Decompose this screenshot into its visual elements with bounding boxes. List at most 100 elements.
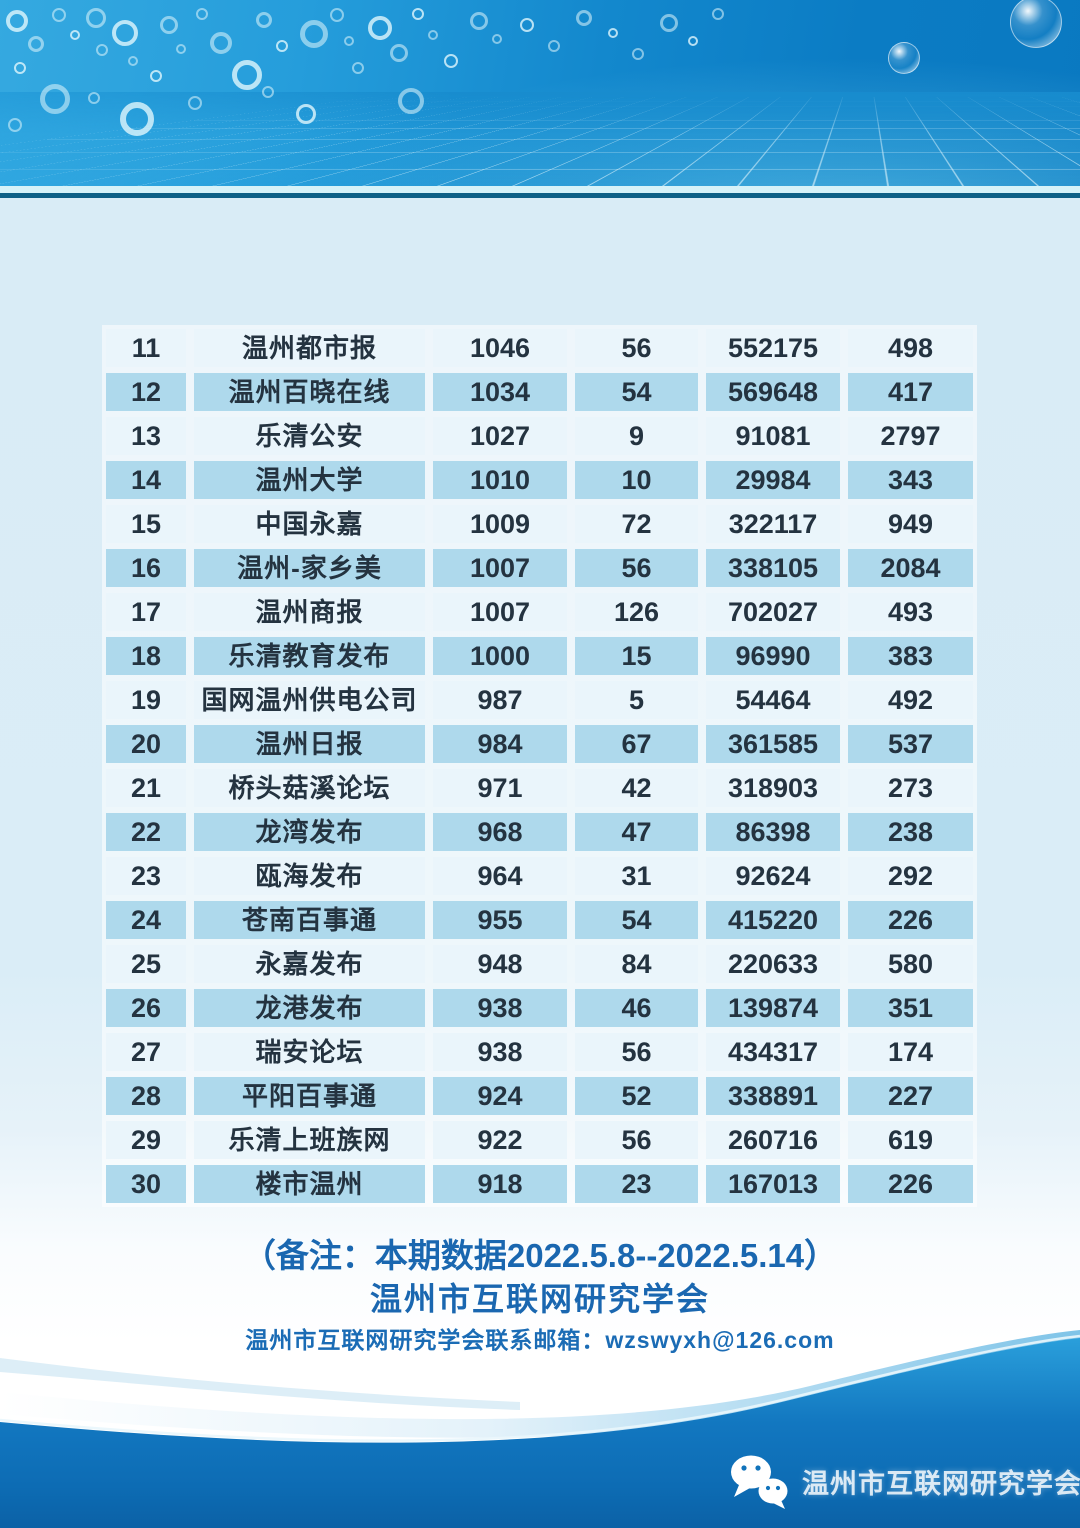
metric-cell: 1009 bbox=[433, 505, 567, 543]
header-separator-line bbox=[0, 193, 1080, 198]
perspective-grid-fade bbox=[0, 92, 1080, 186]
metric-cell: 415220 bbox=[706, 901, 840, 939]
bubble-ring-icon bbox=[712, 8, 724, 20]
bubble-ring-icon bbox=[492, 34, 502, 44]
metric-cell: 273 bbox=[848, 769, 973, 807]
metric-cell: 54 bbox=[575, 373, 698, 411]
notes-block: （备注：本期数据2022.5.8--2022.5.14） 温州市互联网研究学会 … bbox=[0, 1234, 1080, 1360]
metric-cell: 338891 bbox=[706, 1077, 840, 1115]
bubble-ring-icon bbox=[412, 8, 424, 20]
account-name-cell: 桥头菇溪论坛 bbox=[194, 769, 425, 807]
metric-cell: 52 bbox=[575, 1077, 698, 1115]
perspective-grid bbox=[0, 92, 1080, 186]
bubble-ring-icon bbox=[8, 118, 22, 132]
metric-cell: 56 bbox=[575, 329, 698, 367]
metric-cell: 67 bbox=[575, 725, 698, 763]
soap-bubble-icon bbox=[1010, 0, 1062, 48]
note-organization: 温州市互联网研究学会 bbox=[369, 1281, 710, 1317]
note-contact-email: 温州市互联网研究学会联系邮箱：wzswyxh@126.com bbox=[245, 1327, 835, 1353]
metric-cell: 2084 bbox=[848, 549, 973, 587]
bubble-ring-icon bbox=[120, 102, 154, 136]
bubble-ring-icon bbox=[428, 30, 438, 40]
footer-wave bbox=[0, 1330, 1080, 1528]
metric-cell: 91081 bbox=[706, 417, 840, 455]
metric-cell: 968 bbox=[433, 813, 567, 851]
bubble-ring-icon bbox=[470, 12, 488, 30]
metric-cell: 343 bbox=[848, 461, 973, 499]
metric-cell: 492 bbox=[848, 681, 973, 719]
bubble-ring-icon bbox=[232, 60, 262, 90]
bubble-ring-icon bbox=[112, 20, 138, 46]
header-banner bbox=[0, 0, 1080, 186]
bubble-ring-icon bbox=[28, 36, 44, 52]
metric-cell: 260716 bbox=[706, 1121, 840, 1159]
rank-cell: 15 bbox=[106, 505, 186, 543]
metric-cell: 1007 bbox=[433, 593, 567, 631]
bubble-ring-icon bbox=[608, 28, 618, 38]
metric-cell: 580 bbox=[848, 945, 973, 983]
bubble-ring-icon bbox=[196, 8, 208, 20]
bubble-ring-icon bbox=[86, 8, 106, 28]
rank-cell: 26 bbox=[106, 989, 186, 1027]
metric-cell: 984 bbox=[433, 725, 567, 763]
metric-cell: 56 bbox=[575, 1121, 698, 1159]
bubble-ring-icon bbox=[688, 36, 698, 46]
bubble-ring-icon bbox=[188, 96, 202, 110]
rank-cell: 28 bbox=[106, 1077, 186, 1115]
bubble-ring-icon bbox=[660, 14, 678, 32]
account-name-cell: 温州都市报 bbox=[194, 329, 425, 367]
bubble-ring-icon bbox=[330, 8, 344, 22]
metric-cell: 434317 bbox=[706, 1033, 840, 1071]
metric-cell: 5 bbox=[575, 681, 698, 719]
metric-cell: 964 bbox=[433, 857, 567, 895]
metric-cell: 949 bbox=[848, 505, 973, 543]
bubble-ring-icon bbox=[632, 48, 644, 60]
bubble-ring-icon bbox=[256, 12, 272, 28]
metric-cell: 1000 bbox=[433, 637, 567, 675]
metric-cell: 72 bbox=[575, 505, 698, 543]
metric-cell: 1046 bbox=[433, 329, 567, 367]
metric-cell: 46 bbox=[575, 989, 698, 1027]
metric-cell: 292 bbox=[848, 857, 973, 895]
account-name-cell: 龙湾发布 bbox=[194, 813, 425, 851]
metric-cell: 493 bbox=[848, 593, 973, 631]
bubble-ring-icon bbox=[14, 62, 26, 74]
bubble-ring-icon bbox=[6, 10, 28, 32]
metric-cell: 1010 bbox=[433, 461, 567, 499]
metric-cell: 619 bbox=[848, 1121, 973, 1159]
bubble-ring-icon bbox=[548, 40, 560, 52]
rank-cell: 24 bbox=[106, 901, 186, 939]
metric-cell: 42 bbox=[575, 769, 698, 807]
header-separator-band bbox=[0, 186, 1080, 193]
rank-cell: 25 bbox=[106, 945, 186, 983]
metric-cell: 383 bbox=[848, 637, 973, 675]
rank-cell: 30 bbox=[106, 1165, 186, 1203]
bubble-ring-icon bbox=[40, 84, 70, 114]
account-name-cell: 国网温州供电公司 bbox=[194, 681, 425, 719]
metric-cell: 417 bbox=[848, 373, 973, 411]
metric-cell: 955 bbox=[433, 901, 567, 939]
metric-cell: 361585 bbox=[706, 725, 840, 763]
soap-bubble-icon bbox=[888, 42, 920, 74]
metric-cell: 552175 bbox=[706, 329, 840, 367]
metric-cell: 227 bbox=[848, 1077, 973, 1115]
metric-cell: 220633 bbox=[706, 945, 840, 983]
account-name-cell: 温州日报 bbox=[194, 725, 425, 763]
rank-cell: 13 bbox=[106, 417, 186, 455]
metric-cell: 126 bbox=[575, 593, 698, 631]
bubble-ring-icon bbox=[96, 44, 108, 56]
note-data-period: （备注：本期数据2022.5.8--2022.5.14） bbox=[242, 1237, 838, 1274]
metric-cell: 54464 bbox=[706, 681, 840, 719]
metric-cell: 537 bbox=[848, 725, 973, 763]
bubble-ring-icon bbox=[160, 16, 178, 34]
page-body: 11 温州都市报 1046 56 552175 498 12 温州百晓在线 1034 54 5696… bbox=[0, 198, 1080, 1528]
bubble-ring-icon bbox=[398, 88, 424, 114]
bubble-ring-icon bbox=[296, 104, 316, 124]
metric-cell: 498 bbox=[848, 329, 973, 367]
account-name-cell: 楼市温州 bbox=[194, 1165, 425, 1203]
rank-cell: 20 bbox=[106, 725, 186, 763]
metric-cell: 971 bbox=[433, 769, 567, 807]
metric-cell: 226 bbox=[848, 901, 973, 939]
bubble-ring-icon bbox=[128, 56, 138, 66]
